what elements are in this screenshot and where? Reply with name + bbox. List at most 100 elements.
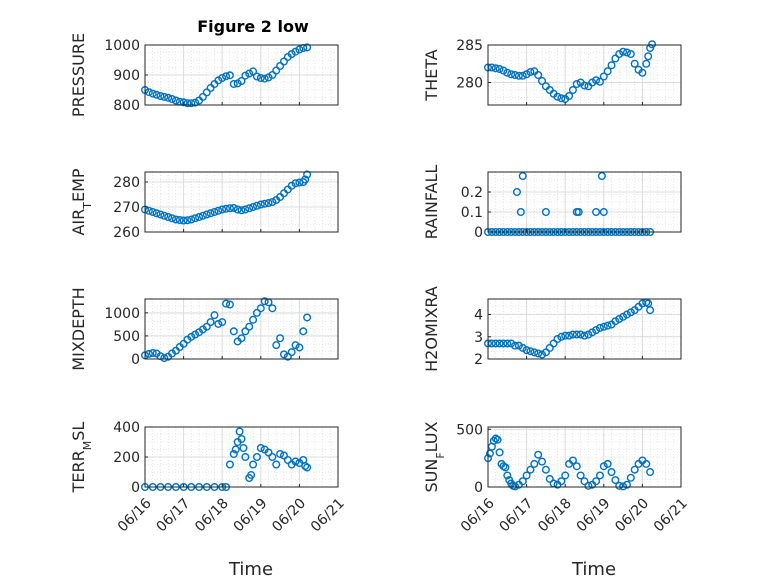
data-point	[276, 450, 285, 459]
subplot-4: 0 0.1 0.2 RAINFALL	[422, 165, 682, 241]
data-point	[229, 79, 238, 88]
data-point	[264, 448, 273, 457]
x-tick-label: 06/20	[269, 495, 309, 535]
subplot-3: 260 270 280 AIRTEMP	[69, 168, 339, 241]
data-point	[241, 453, 250, 462]
y-tick-label: 400	[113, 420, 140, 436]
data-point	[206, 318, 215, 327]
subplot-grid: 800 900 1000 PRESSURE 280 285 THETA 260 270 280 AI…	[69, 33, 691, 535]
axes-box	[487, 44, 682, 106]
data-point	[252, 72, 261, 81]
data-point	[164, 93, 173, 102]
axes-box	[487, 171, 682, 233]
data-point	[622, 48, 631, 57]
data-point	[237, 206, 246, 215]
y-axis-label: H2OMIXRA	[422, 286, 441, 372]
data-point	[648, 40, 657, 49]
data-point	[557, 477, 566, 486]
data-point	[279, 451, 288, 460]
data-point	[218, 205, 227, 214]
data-point	[514, 71, 523, 80]
data-point	[299, 327, 308, 336]
data-point	[518, 71, 527, 80]
data-point	[231, 445, 240, 454]
data-point	[303, 313, 312, 322]
y-tick-label: 0	[131, 480, 140, 496]
data-point	[622, 310, 631, 319]
data-point	[619, 482, 628, 491]
data-point	[268, 453, 277, 462]
data-point	[303, 170, 312, 179]
data-point	[592, 207, 601, 216]
data-point	[518, 343, 527, 352]
data-point	[588, 78, 597, 87]
data-point	[561, 331, 570, 340]
data-point	[144, 88, 153, 97]
data-point	[534, 70, 543, 79]
data-point	[518, 477, 527, 486]
data-point	[283, 352, 292, 361]
data-point	[303, 43, 312, 52]
data-point	[260, 74, 269, 83]
data-point	[160, 92, 169, 101]
data-point	[538, 350, 547, 359]
data-point	[630, 59, 639, 68]
data-point	[522, 70, 531, 79]
data-point	[568, 85, 577, 94]
y-tick-label: 500	[456, 422, 483, 438]
data-point	[626, 308, 635, 317]
data-point	[168, 214, 177, 223]
y-axis-label: THETA	[422, 49, 441, 101]
data-point	[191, 98, 200, 107]
data-point	[603, 67, 612, 76]
data-point	[301, 462, 310, 471]
data-point	[611, 476, 620, 485]
data-point	[615, 50, 624, 59]
data-point	[279, 57, 288, 66]
data-point	[198, 211, 207, 220]
subplot-1: 800 900 1000 PRESSURE	[69, 33, 339, 117]
data-point	[183, 99, 192, 108]
data-point	[260, 297, 269, 306]
data-point	[599, 207, 608, 216]
data-point	[276, 62, 285, 71]
data-point	[553, 335, 562, 344]
data-point	[249, 315, 258, 324]
data-point	[252, 201, 261, 210]
data-point	[198, 92, 207, 101]
data-point	[237, 76, 246, 85]
data-point	[171, 96, 180, 105]
data-point	[144, 206, 153, 215]
data-point	[526, 347, 535, 356]
data-point	[268, 70, 277, 79]
data-point	[541, 348, 550, 357]
data-point	[580, 331, 589, 340]
x-tick-label: 06/21	[308, 495, 348, 535]
data-point	[241, 327, 250, 336]
data-point	[530, 459, 539, 468]
data-point	[225, 300, 234, 309]
data-point	[268, 197, 277, 206]
data-point	[218, 73, 227, 82]
data-point	[568, 456, 577, 465]
figure-title: Figure 2 low	[197, 17, 309, 36]
data-point	[249, 67, 258, 76]
data-point	[191, 214, 200, 223]
y-axis-label: MIXDEPTH	[69, 287, 88, 370]
x-tick-label: 06/16	[458, 495, 498, 535]
data-point	[222, 72, 231, 81]
data-point	[202, 322, 211, 331]
data-point	[553, 92, 562, 101]
data-point	[619, 47, 628, 56]
subplot-2: 280 285 THETA	[422, 38, 682, 106]
data-point	[287, 348, 296, 357]
data-point	[491, 64, 500, 73]
data-point	[611, 54, 620, 63]
x-tick-label: 06/21	[651, 495, 691, 535]
data-point	[607, 61, 616, 70]
data-point	[549, 339, 558, 348]
data-point	[237, 435, 246, 444]
data-point	[599, 72, 608, 81]
data-point	[222, 204, 231, 213]
data-point	[576, 471, 585, 480]
